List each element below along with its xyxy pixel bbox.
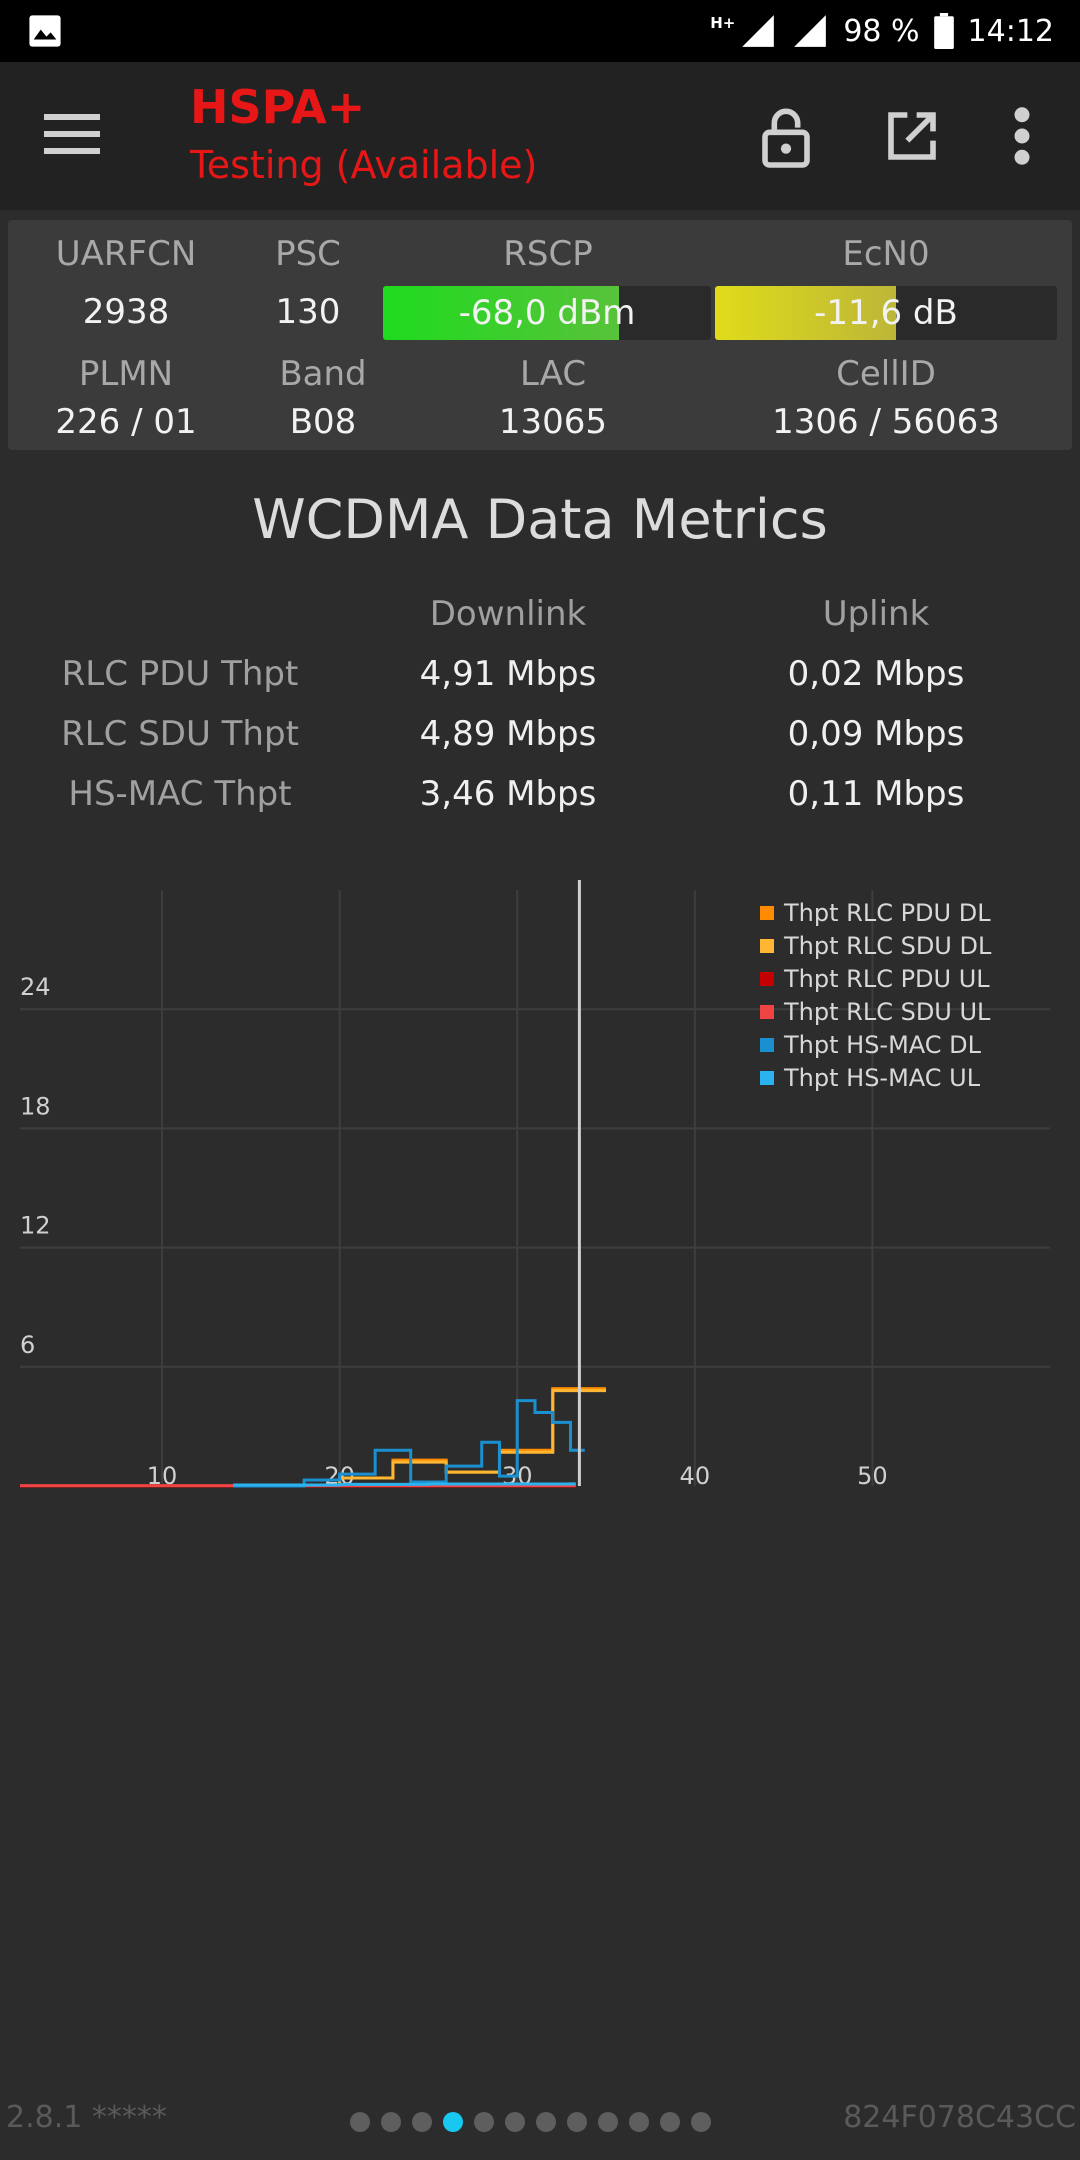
open-external-icon[interactable] bbox=[884, 108, 940, 164]
gallery-notification-icon bbox=[29, 15, 61, 47]
network-type-label: H+ bbox=[710, 14, 736, 32]
page-dot[interactable] bbox=[443, 2112, 463, 2132]
y-tick-label: 12 bbox=[20, 1212, 51, 1240]
page-dot[interactable] bbox=[381, 2112, 401, 2132]
uplink-header: Uplink bbox=[822, 594, 930, 634]
chart-legend: Thpt RLC PDU DL Thpt RLC SDU DL Thpt RLC P… bbox=[760, 896, 991, 1094]
app-version: 2.8.1 ***** bbox=[6, 2100, 167, 2135]
lock-open-icon[interactable] bbox=[758, 106, 814, 168]
battery-percent: 98 % bbox=[843, 13, 920, 49]
metrics-title: WCDMA Data Metrics bbox=[252, 488, 828, 551]
title-block: HSPA+ Testing (Available) bbox=[190, 78, 537, 194]
uarfcn-label: UARFCN bbox=[55, 234, 197, 274]
metric-row-label: RLC PDU Thpt bbox=[61, 654, 299, 694]
page-dot[interactable] bbox=[505, 2112, 525, 2132]
y-tick-label: 18 bbox=[20, 1092, 51, 1120]
metric-row-downlink: 3,46 Mbps bbox=[419, 774, 597, 814]
app-bar: HSPA+ Testing (Available) bbox=[0, 62, 1080, 210]
series-line bbox=[233, 1482, 576, 1487]
cellid-value: 1306 / 56063 bbox=[772, 402, 1000, 442]
rscp-bar-fill bbox=[383, 286, 620, 340]
clock: 14:12 bbox=[967, 13, 1054, 49]
rscp-bar: -68,0 dBm bbox=[383, 286, 711, 340]
network-status-subtitle: Testing (Available) bbox=[190, 143, 538, 187]
legend-item: Thpt RLC PDU UL bbox=[760, 962, 991, 995]
legend-item: Thpt RLC SDU DL bbox=[760, 929, 991, 962]
x-tick-label: 50 bbox=[857, 1462, 888, 1490]
network-technology-title: HSPA+ bbox=[190, 80, 366, 134]
ecn0-value: -11,6 dB bbox=[814, 293, 958, 333]
legend-item: Thpt HS-MAC DL bbox=[760, 1028, 991, 1061]
legend-label: Thpt HS-MAC UL bbox=[784, 1063, 981, 1092]
ecn0-label: EcN0 bbox=[842, 234, 930, 274]
band-label: Band bbox=[279, 354, 367, 394]
mobile-signal-icon bbox=[742, 15, 775, 47]
legend-item: Thpt HS-MAC UL bbox=[760, 1061, 991, 1094]
legend-label: Thpt HS-MAC DL bbox=[784, 1030, 982, 1059]
page-dot[interactable] bbox=[691, 2112, 711, 2132]
legend-label: Thpt RLC PDU UL bbox=[784, 964, 990, 993]
rscp-value: -68,0 dBm bbox=[458, 293, 636, 333]
metric-row-downlink: 4,91 Mbps bbox=[419, 654, 597, 694]
wifi-signal-icon bbox=[794, 15, 827, 47]
psc-value: 130 bbox=[275, 292, 341, 332]
metric-row-downlink: 4,89 Mbps bbox=[419, 714, 597, 754]
ecn0-bar: -11,6 dB bbox=[715, 286, 1057, 340]
page-dot[interactable] bbox=[567, 2112, 587, 2132]
uarfcn-value: 2938 bbox=[82, 292, 170, 332]
page-dot[interactable] bbox=[474, 2112, 494, 2132]
lac-value: 13065 bbox=[498, 402, 608, 442]
cellid-label: CellID bbox=[836, 354, 936, 394]
legend-swatch bbox=[760, 1070, 774, 1085]
page-dot[interactable] bbox=[350, 2112, 370, 2132]
legend-swatch bbox=[760, 905, 774, 920]
page-dot[interactable] bbox=[629, 2112, 649, 2132]
page-dot[interactable] bbox=[412, 2112, 432, 2132]
y-tick-label: 24 bbox=[20, 973, 51, 1001]
legend-item: Thpt RLC SDU UL bbox=[760, 995, 991, 1028]
page-dot[interactable] bbox=[598, 2112, 618, 2132]
page-dot[interactable] bbox=[536, 2112, 556, 2132]
series-line bbox=[233, 1399, 585, 1488]
menu-icon[interactable] bbox=[44, 112, 100, 156]
metric-row-label: RLC SDU Thpt bbox=[61, 714, 299, 754]
legend-swatch bbox=[760, 1004, 774, 1019]
metric-row-uplink: 0,02 Mbps bbox=[787, 654, 965, 694]
downlink-header: Downlink bbox=[429, 594, 587, 634]
legend-label: Thpt RLC SDU UL bbox=[784, 997, 991, 1026]
psc-label: PSC bbox=[275, 234, 341, 274]
plmn-label: PLMN bbox=[78, 354, 174, 394]
legend-swatch bbox=[760, 971, 774, 986]
legend-swatch bbox=[760, 1037, 774, 1052]
ecn0-bar-fill bbox=[715, 286, 897, 340]
page-indicator[interactable] bbox=[350, 2112, 711, 2132]
device-id: 824F078C43CC bbox=[843, 2100, 1076, 2135]
more-vert-icon[interactable] bbox=[1008, 106, 1036, 166]
cell-info-panel: UARFCN 2938 PSC 130 RSCP -68,0 dBm EcN0 … bbox=[8, 220, 1072, 450]
metric-row-label: HS-MAC Thpt bbox=[68, 774, 292, 814]
legend-swatch bbox=[760, 938, 774, 953]
metric-row-uplink: 0,09 Mbps bbox=[787, 714, 965, 754]
page-dot[interactable] bbox=[660, 2112, 680, 2132]
battery-icon bbox=[933, 13, 954, 49]
legend-label: Thpt RLC PDU DL bbox=[784, 898, 991, 927]
plmn-value: 226 / 01 bbox=[55, 402, 197, 442]
rscp-label: RSCP bbox=[503, 234, 593, 274]
legend-item: Thpt RLC PDU DL bbox=[760, 896, 991, 929]
x-tick-label: 40 bbox=[680, 1462, 711, 1490]
legend-label: Thpt RLC SDU DL bbox=[784, 931, 992, 960]
band-value: B08 bbox=[289, 402, 357, 442]
status-bar: H+ 98 % 14:12 bbox=[0, 0, 1080, 62]
lac-label: LAC bbox=[519, 354, 587, 394]
metric-row-uplink: 0,11 Mbps bbox=[787, 774, 965, 814]
y-tick-label: 6 bbox=[20, 1331, 35, 1359]
